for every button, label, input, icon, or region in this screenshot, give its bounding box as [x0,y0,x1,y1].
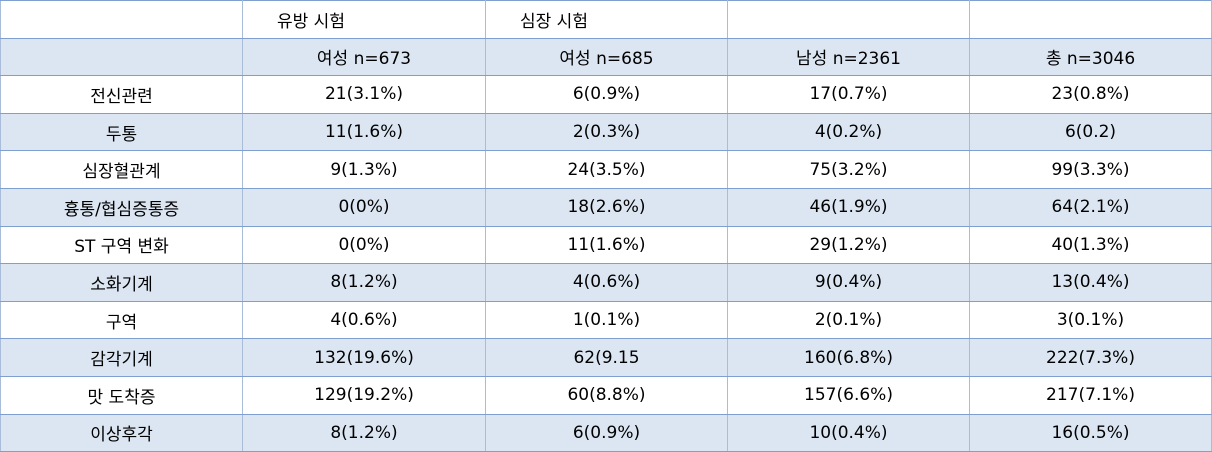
table-cell: 64(2.1%) [969,187,1212,227]
row-label: 두통 [0,112,243,152]
row-label: 소화기계 [0,263,243,302]
table-cell: 0(0%) [242,225,486,265]
table-row: 맛 도착증 129(19.2%) 60(8.8%) 157(6.6%) 217(7.1%… [0,375,1212,415]
table-cell: 8(1.2%) [242,263,486,302]
table-cell: 1(0.1%) [485,300,728,340]
table-row: 전신관련 21(3.1%) 6(0.9%) 17(0.7%) 23(0.8%) [0,75,1212,114]
group-header: 유방 시험 [242,0,486,39]
table-cell: 9(0.4%) [727,263,970,302]
table-cell: 46(1.9%) [727,187,970,227]
row-label: 심장혈관계 [0,150,243,189]
table-cell: 24(3.5%) [485,150,728,189]
table-cell: 3(0.1%) [969,300,1212,340]
table-row: 두통 11(1.6%) 2(0.3%) 4(0.2%) 6(0.2) [0,112,1212,152]
table-cell: 13(0.4%) [969,263,1212,302]
table-cell: 2(0.1%) [727,300,970,340]
table-cell: 4(0.6%) [485,263,728,302]
table-cell: 4(0.2%) [727,112,970,152]
column-header: 여성 n=685 [485,37,728,77]
table-cell: 11(1.6%) [242,112,486,152]
table-cell: 129(19.2%) [242,375,486,415]
table-cell: 6(0.9%) [485,413,728,452]
table-cell: 9(1.3%) [242,150,486,189]
column-header-row: 여성 n=673 여성 n=685 남성 n=2361 총 n=3046 [0,37,1212,77]
empty-cell [969,0,1212,39]
table-cell: 10(0.4%) [727,413,970,452]
table-cell: 16(0.5%) [969,413,1212,452]
column-header: 여성 n=673 [242,37,486,77]
table-cell: 160(6.8%) [727,338,970,377]
row-label: 흉통/협심증통증 [0,187,243,227]
table-cell: 8(1.2%) [242,413,486,452]
table-row: 소화기계 8(1.2%) 4(0.6%) 9(0.4%) 13(0.4%) [0,263,1212,302]
row-label: ST 구역 변화 [0,225,243,265]
table-row: 심장혈관계 9(1.3%) 24(3.5%) 75(3.2%) 99(3.3%) [0,150,1212,189]
table-cell: 11(1.6%) [485,225,728,265]
table-cell: 62(9.15 [485,338,728,377]
table-row: 흉통/협심증통증 0(0%) 18(2.6%) 46(1.9%) 64(2.1%) [0,187,1212,227]
table-cell: 75(3.2%) [727,150,970,189]
group-header: 심장 시험 [485,0,728,39]
table-cell: 132(19.6%) [242,338,486,377]
table-cell: 18(2.6%) [485,187,728,227]
table-cell: 0(0%) [242,187,486,227]
table-row: 감각기계 132(19.6%) 62(9.15 160(6.8%) 222(7.3%) [0,338,1212,377]
table-cell: 2(0.3%) [485,112,728,152]
table-cell: 6(0.2) [969,112,1212,152]
row-label: 감각기계 [0,338,243,377]
table-cell: 17(0.7%) [727,75,970,114]
row-label: 구역 [0,300,243,340]
table-cell: 60(8.8%) [485,375,728,415]
table-cell: 23(0.8%) [969,75,1212,114]
row-label: 전신관련 [0,75,243,114]
table-row: ST 구역 변화 0(0%) 11(1.6%) 29(1.2%) 40(1.3%) [0,225,1212,265]
empty-cell [727,0,970,39]
table-cell: 29(1.2%) [727,225,970,265]
table-cell: 99(3.3%) [969,150,1212,189]
table-row: 이상후각 8(1.2%) 6(0.9%) 10(0.4%) 16(0.5%) [0,413,1212,452]
table-cell: 157(6.6%) [727,375,970,415]
column-header: 남성 n=2361 [727,37,970,77]
table-cell: 222(7.3%) [969,338,1212,377]
empty-cell [0,0,243,39]
group-header-row: 유방 시험 심장 시험 [0,0,1212,39]
row-label: 이상후각 [0,413,243,452]
empty-cell [0,37,243,77]
table-cell: 40(1.3%) [969,225,1212,265]
table-cell: 21(3.1%) [242,75,486,114]
table-row: 구역 4(0.6%) 1(0.1%) 2(0.1%) 3(0.1%) [0,300,1212,340]
table-cell: 217(7.1%) [969,375,1212,415]
table-cell: 4(0.6%) [242,300,486,340]
table-cell: 6(0.9%) [485,75,728,114]
column-header: 총 n=3046 [969,37,1212,77]
row-label: 맛 도착증 [0,375,243,415]
